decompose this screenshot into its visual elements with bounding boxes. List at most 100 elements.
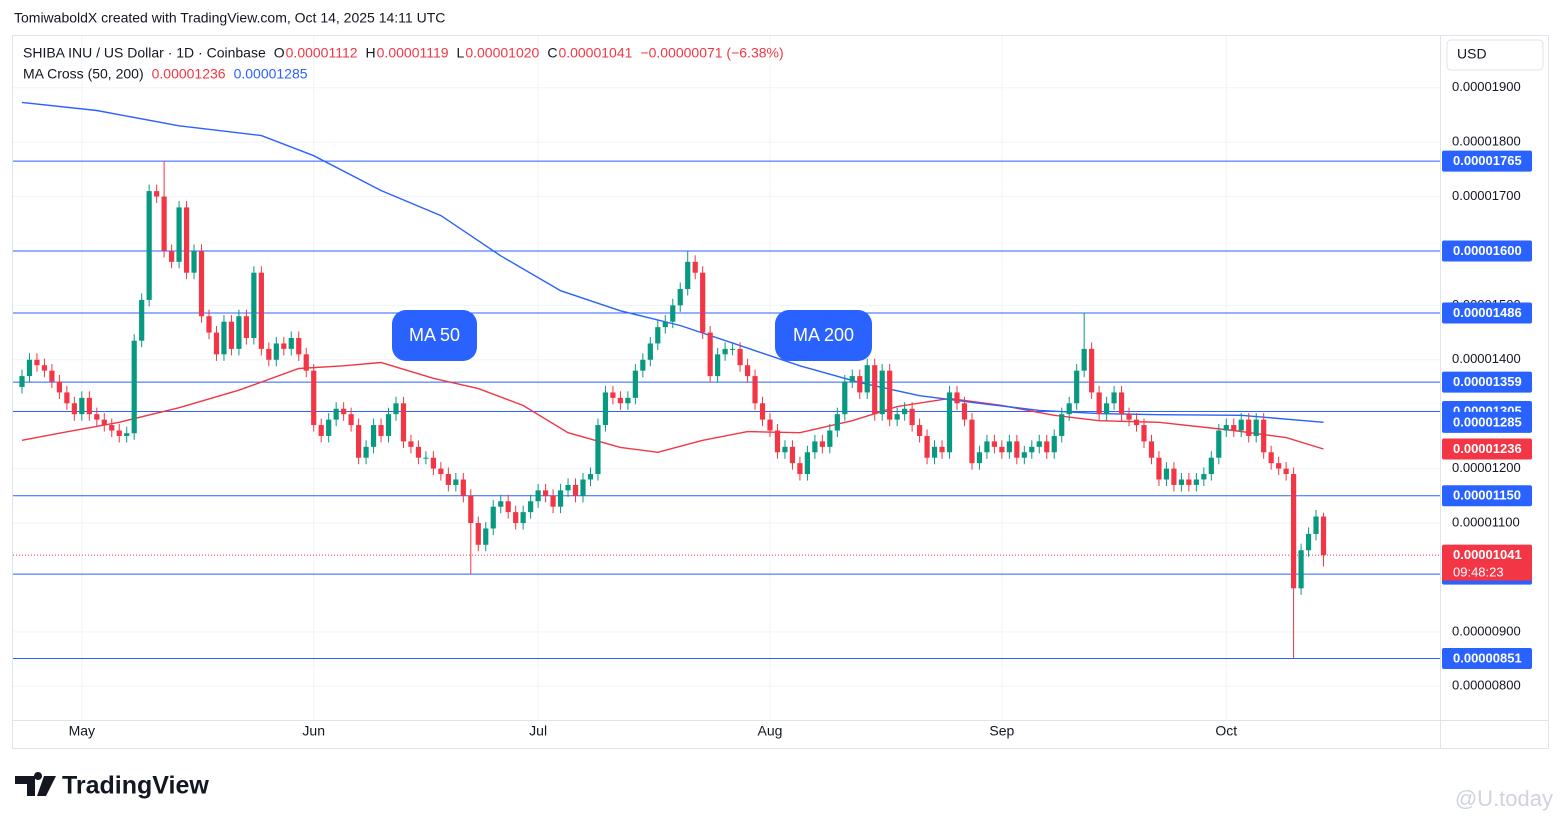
candle-body xyxy=(894,414,900,420)
watermark: @U.today xyxy=(1455,786,1553,811)
candle-body xyxy=(1320,516,1327,556)
candle-body xyxy=(887,370,893,420)
candle-body xyxy=(647,343,653,360)
candle-body xyxy=(1208,457,1214,475)
candle-body xyxy=(1283,468,1289,475)
candle-body xyxy=(931,446,938,458)
candle-body xyxy=(453,479,459,485)
candle-body xyxy=(445,474,451,485)
x-tick-label: Sep xyxy=(989,723,1014,739)
candle-body xyxy=(356,425,362,458)
candle-body xyxy=(759,403,766,420)
price-label-box xyxy=(1442,371,1532,393)
ma-line xyxy=(21,101,1324,423)
candle-body xyxy=(415,446,422,458)
x-tick-label: Jul xyxy=(529,723,547,739)
candle-body xyxy=(1313,516,1319,534)
candle-body xyxy=(730,348,736,350)
candle-body xyxy=(94,414,100,420)
chart-frame xyxy=(12,35,1549,749)
attribution: TomiwaboldX created with TradingView.com… xyxy=(14,10,445,26)
candle-body xyxy=(378,425,384,436)
x-tick-label: Jun xyxy=(302,723,325,739)
candle-body xyxy=(251,272,257,339)
candle-body xyxy=(827,430,833,447)
candle-body xyxy=(1268,452,1274,464)
candle-body xyxy=(423,457,429,459)
candle-body xyxy=(266,348,272,360)
candle-body xyxy=(1044,441,1050,453)
candle-body xyxy=(228,321,235,349)
price-label-box xyxy=(1442,438,1532,460)
candle-body xyxy=(498,501,504,507)
candle-body xyxy=(1081,348,1087,371)
indicator-value: 0.00001236 xyxy=(152,66,226,82)
candle-body xyxy=(767,419,773,431)
candle-body xyxy=(1096,392,1102,415)
candle-body xyxy=(1261,419,1267,453)
candle-body xyxy=(1156,457,1162,480)
y-tick-label: 0.00000800 xyxy=(1452,678,1521,693)
annotation-box xyxy=(392,310,477,361)
candle-body xyxy=(131,340,137,434)
candle-body xyxy=(692,261,698,273)
candle-body xyxy=(363,446,369,458)
candle-body xyxy=(984,441,990,453)
candle-body xyxy=(1163,468,1170,480)
candle-body xyxy=(946,392,953,453)
candle-body xyxy=(812,441,818,453)
candle-body xyxy=(311,370,317,426)
candle-body xyxy=(1223,425,1229,431)
candle-body xyxy=(206,316,212,333)
candle-body xyxy=(468,495,474,524)
candle-body xyxy=(1051,435,1057,453)
ohlc-key: L xyxy=(457,45,465,61)
candle-body xyxy=(587,474,594,480)
candle-body xyxy=(161,196,167,251)
candle-body xyxy=(557,490,564,507)
price-label: 0.00001359 xyxy=(1453,374,1522,389)
candle-body xyxy=(438,468,444,475)
candle-body xyxy=(715,354,721,377)
candle-body xyxy=(1118,392,1125,415)
candle-body xyxy=(385,414,392,436)
candle-body xyxy=(1291,474,1297,589)
candle-body xyxy=(1074,370,1080,404)
candle-body xyxy=(819,441,825,447)
candle-body xyxy=(789,446,796,464)
candle-body xyxy=(782,446,788,453)
candle-body xyxy=(56,381,62,393)
candle-body xyxy=(1238,419,1244,431)
candle-body xyxy=(1178,479,1184,485)
currency[interactable]: USD xyxy=(1457,46,1487,62)
candle-body xyxy=(954,392,960,404)
candle-body xyxy=(1276,463,1282,469)
candle-body xyxy=(281,343,287,349)
y-tick-label: 0.00001800 xyxy=(1452,134,1521,149)
candle-body xyxy=(1089,348,1095,393)
candle-body xyxy=(348,414,354,426)
y-tick-label: 0.00001900 xyxy=(1452,79,1521,94)
candle-body xyxy=(550,495,556,507)
y-tick-label: 0.00001400 xyxy=(1452,351,1521,366)
ohlc-value: 0.00001119 xyxy=(377,45,449,61)
candle-body xyxy=(198,250,205,317)
candle-body xyxy=(857,376,863,393)
candle-body xyxy=(1171,468,1177,485)
price-label-box xyxy=(1442,544,1532,581)
candle-body xyxy=(737,348,743,366)
price-label-box xyxy=(1442,648,1532,670)
price-label: 0.00001486 xyxy=(1453,305,1522,320)
candle-body xyxy=(535,490,541,502)
candle-body xyxy=(86,397,92,415)
candle-body xyxy=(1111,392,1117,404)
candle-body xyxy=(917,425,923,436)
candle-body xyxy=(1298,550,1304,589)
candle-body xyxy=(243,316,249,339)
candle-body xyxy=(79,397,85,415)
price-label: 0.00001765 xyxy=(1453,153,1522,168)
candle-body xyxy=(909,408,915,426)
candle-body xyxy=(124,433,130,436)
currency-button[interactable] xyxy=(1446,39,1544,71)
brand-logo: TradingView xyxy=(15,772,209,800)
